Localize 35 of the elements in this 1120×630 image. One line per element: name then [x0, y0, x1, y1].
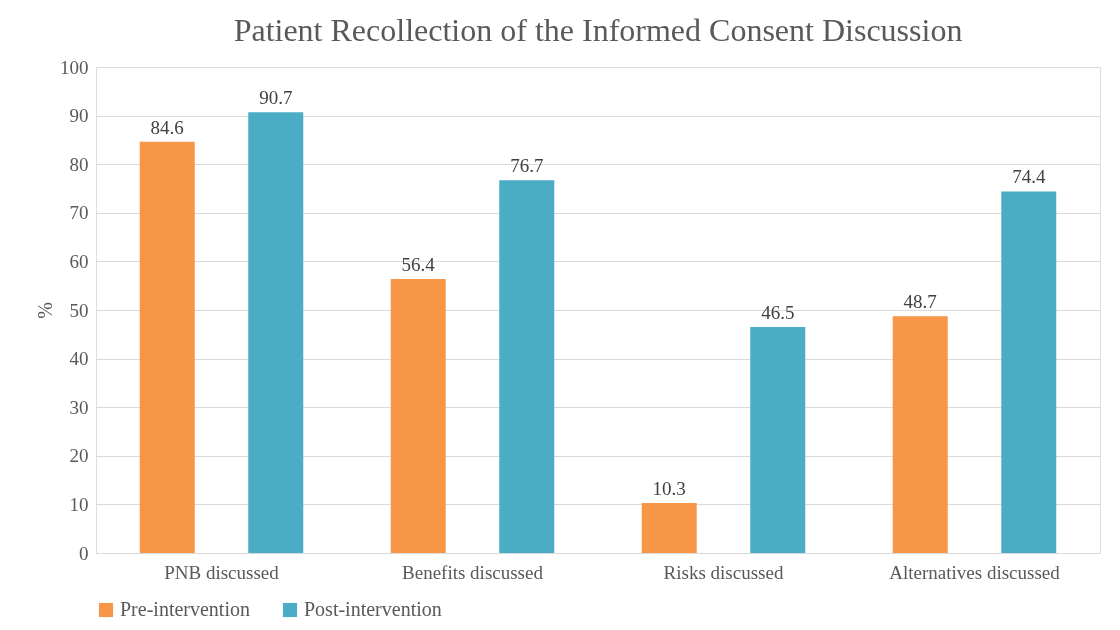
- x-tick-label: Benefits discussed: [402, 561, 544, 583]
- y-tick-label: 80: [69, 153, 89, 175]
- y-tick-label: 40: [69, 348, 89, 370]
- y-tick-label: 70: [69, 202, 89, 224]
- data-label: 48.7: [903, 291, 937, 313]
- legend-label: Pre-intervention: [120, 598, 250, 620]
- y-tick-label: 100: [60, 56, 89, 78]
- x-tick-label: PNB discussed: [164, 561, 280, 583]
- bar: [1001, 191, 1057, 553]
- y-tick-label: 0: [79, 542, 89, 564]
- data-label: 56.4: [401, 253, 436, 275]
- data-label: 90.7: [259, 87, 293, 109]
- y-tick-label: 50: [69, 299, 89, 321]
- legend-label: Post-intervention: [304, 598, 442, 620]
- bar: [750, 327, 806, 553]
- bar: [641, 502, 697, 553]
- y-tick-label: 90: [69, 105, 89, 127]
- x-tick-label: Alternatives discussed: [889, 561, 1061, 583]
- data-label: 76.7: [510, 155, 544, 177]
- y-tick-label: 60: [69, 250, 89, 272]
- bar: [499, 180, 555, 553]
- data-label: 46.5: [761, 302, 795, 324]
- bar: [892, 316, 948, 553]
- data-label: 74.4: [1012, 166, 1046, 188]
- x-tick-label: Risks discussed: [663, 561, 784, 583]
- chart-title: Patient Recollection of the Informed Consent Discussion: [233, 12, 963, 48]
- bar: [248, 112, 304, 553]
- bar: [390, 278, 446, 553]
- data-label: 84.6: [150, 116, 184, 138]
- y-axis-title: %: [34, 302, 56, 319]
- bar: [139, 141, 195, 553]
- data-label: 10.3: [652, 477, 686, 499]
- y-tick-label: 30: [69, 396, 89, 418]
- y-tick-label: 20: [69, 445, 89, 467]
- y-tick-label: 10: [69, 493, 89, 515]
